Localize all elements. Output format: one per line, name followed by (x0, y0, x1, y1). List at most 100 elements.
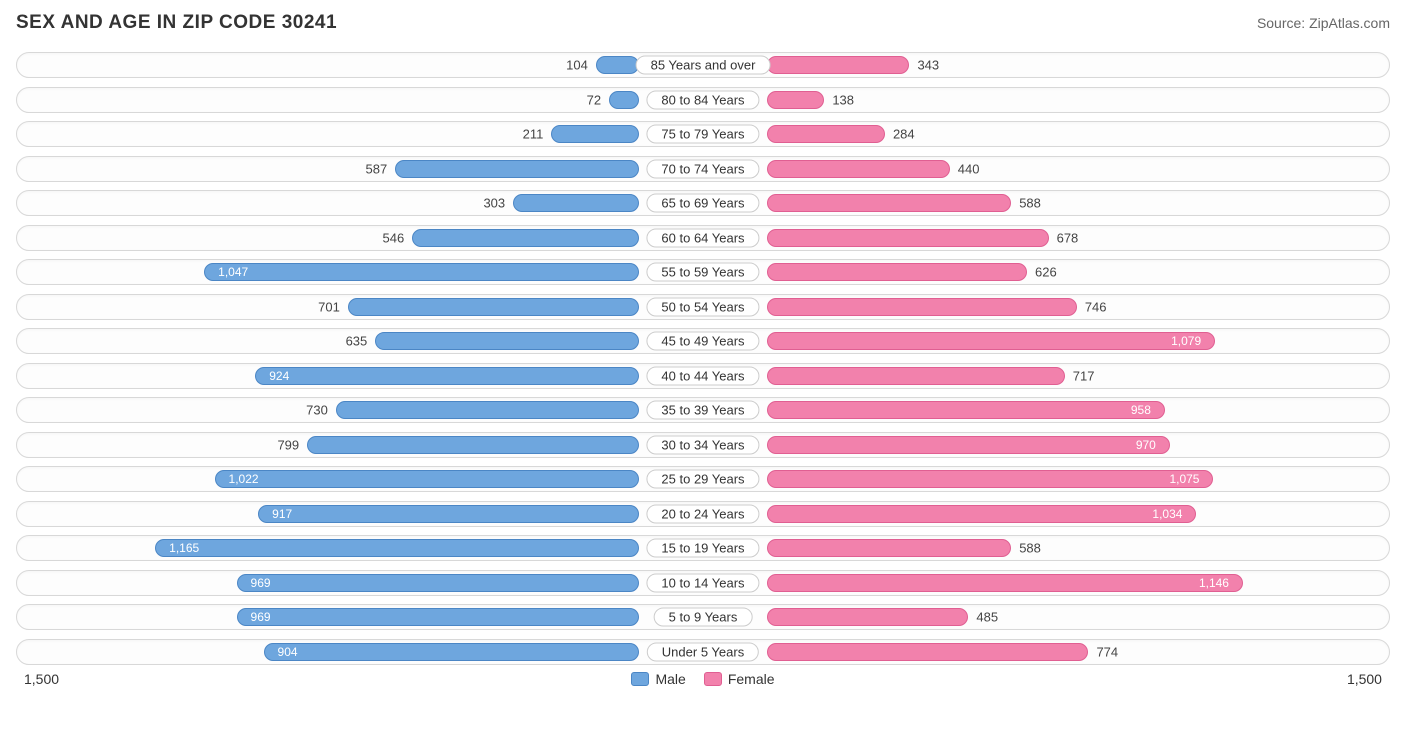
male-bar (204, 263, 639, 281)
pyramid-row: 40 to 44 Years 924 717 (16, 363, 1390, 389)
age-group-label: 30 to 34 Years (646, 435, 759, 454)
male-value: 1,165 (169, 541, 199, 555)
female-value: 717 (1073, 368, 1095, 383)
female-bar (767, 194, 1011, 212)
age-group-label: 5 to 9 Years (654, 608, 753, 627)
female-value: 485 (976, 610, 998, 625)
pyramid-row: 60 to 64 Years546678 (16, 225, 1390, 251)
age-group-label: 50 to 54 Years (646, 297, 759, 316)
age-group-label: 35 to 39 Years (646, 401, 759, 420)
female-value: 440 (958, 161, 980, 176)
female-bar (767, 367, 1065, 385)
age-group-label: 40 to 44 Years (646, 366, 759, 385)
male-value: 635 (346, 334, 368, 349)
age-group-label: 10 to 14 Years (646, 573, 759, 592)
female-bar (767, 263, 1027, 281)
male-bar (155, 539, 639, 557)
male-value: 799 (277, 437, 299, 452)
male-value: 587 (366, 161, 388, 176)
female-value: 343 (917, 58, 939, 73)
male-bar (264, 643, 639, 661)
male-bar (412, 229, 639, 247)
age-group-label: Under 5 Years (647, 642, 759, 661)
legend-item-male: Male (631, 671, 685, 687)
chart-footer: 1,500 Male Female 1,500 (16, 671, 1390, 687)
male-bar (596, 56, 639, 74)
female-value: 588 (1019, 196, 1041, 211)
chart-header: SEX AND AGE IN ZIP CODE 30241 Source: Zi… (16, 12, 1390, 34)
legend-swatch-female (704, 672, 722, 686)
female-bar (767, 470, 1213, 488)
age-group-label: 60 to 64 Years (646, 228, 759, 247)
age-group-label: 25 to 29 Years (646, 470, 759, 489)
female-value: 970 (1136, 438, 1156, 452)
axis-right-max: 1,500 (1347, 671, 1382, 687)
pyramid-row: 65 to 69 Years 303 588 (16, 190, 1390, 216)
male-bar (395, 160, 639, 178)
chart-source: Source: ZipAtlas.com (1257, 15, 1390, 31)
female-value: 1,075 (1169, 472, 1199, 486)
male-bar (255, 367, 639, 385)
age-group-label: 85 Years and over (636, 56, 771, 75)
male-value: 1,047 (218, 265, 248, 279)
pyramid-row: 10 to 14 Years9691,146 (16, 570, 1390, 596)
female-value: 1,146 (1199, 576, 1229, 590)
age-group-label: 70 to 74 Years (646, 159, 759, 178)
female-value: 678 (1057, 230, 1079, 245)
male-value: 904 (278, 645, 298, 659)
age-group-label: 80 to 84 Years (646, 90, 759, 109)
male-value: 303 (483, 196, 505, 211)
male-bar (258, 505, 639, 523)
pyramid-row: Under 5 Years 904 774 (16, 639, 1390, 665)
female-bar (767, 229, 1049, 247)
age-group-label: 65 to 69 Years (646, 194, 759, 213)
legend: Male Female (631, 671, 774, 687)
pyramid-row: 50 to 54 Years701746 (16, 294, 1390, 320)
female-bar (767, 56, 909, 74)
female-bar (767, 436, 1170, 454)
female-bar (767, 298, 1077, 316)
pyramid-row: 30 to 34 Years 799 970 (16, 432, 1390, 458)
male-value: 72 (587, 92, 601, 107)
male-bar (513, 194, 639, 212)
male-bar (609, 91, 639, 109)
axis-left-max: 1,500 (24, 671, 59, 687)
chart-title: SEX AND AGE IN ZIP CODE 30241 (16, 12, 337, 34)
legend-swatch-male (631, 672, 649, 686)
female-bar (767, 160, 950, 178)
male-bar (336, 401, 639, 419)
female-bar (767, 608, 968, 626)
male-bar (307, 436, 639, 454)
age-group-label: 15 to 19 Years (646, 539, 759, 558)
pyramid-row: 15 to 19 Years1,165588 (16, 535, 1390, 561)
pyramid-row: 75 to 79 Years211284 (16, 121, 1390, 147)
female-value: 626 (1035, 265, 1057, 280)
pyramid-row: 70 to 74 Years 587 440 (16, 156, 1390, 182)
pyramid-row: 80 to 84 Years 72 138 (16, 87, 1390, 113)
pyramid-row: 35 to 39 Years730958 (16, 397, 1390, 423)
female-bar (767, 539, 1011, 557)
male-value: 924 (269, 369, 289, 383)
pyramid-row: 55 to 59 Years1,047626 (16, 259, 1390, 285)
male-bar (237, 574, 639, 592)
pyramid-row: 5 to 9 Years969485 (16, 604, 1390, 630)
female-bar (767, 401, 1165, 419)
female-bar (767, 643, 1088, 661)
legend-label-female: Female (728, 671, 775, 687)
female-value: 284 (893, 127, 915, 142)
female-bar (767, 91, 824, 109)
male-value: 730 (306, 403, 328, 418)
legend-item-female: Female (704, 671, 775, 687)
female-bar (767, 332, 1215, 350)
female-value: 138 (832, 92, 854, 107)
male-bar (215, 470, 639, 488)
pyramid-row: 45 to 49 Years6351,079 (16, 328, 1390, 354)
female-value: 1,034 (1152, 507, 1182, 521)
pyramid-row: 85 Years and over104343 (16, 52, 1390, 78)
female-value: 774 (1096, 644, 1118, 659)
age-group-label: 75 to 79 Years (646, 125, 759, 144)
female-bar (767, 574, 1243, 592)
male-bar (237, 608, 639, 626)
male-bar (375, 332, 639, 350)
female-value: 746 (1085, 299, 1107, 314)
